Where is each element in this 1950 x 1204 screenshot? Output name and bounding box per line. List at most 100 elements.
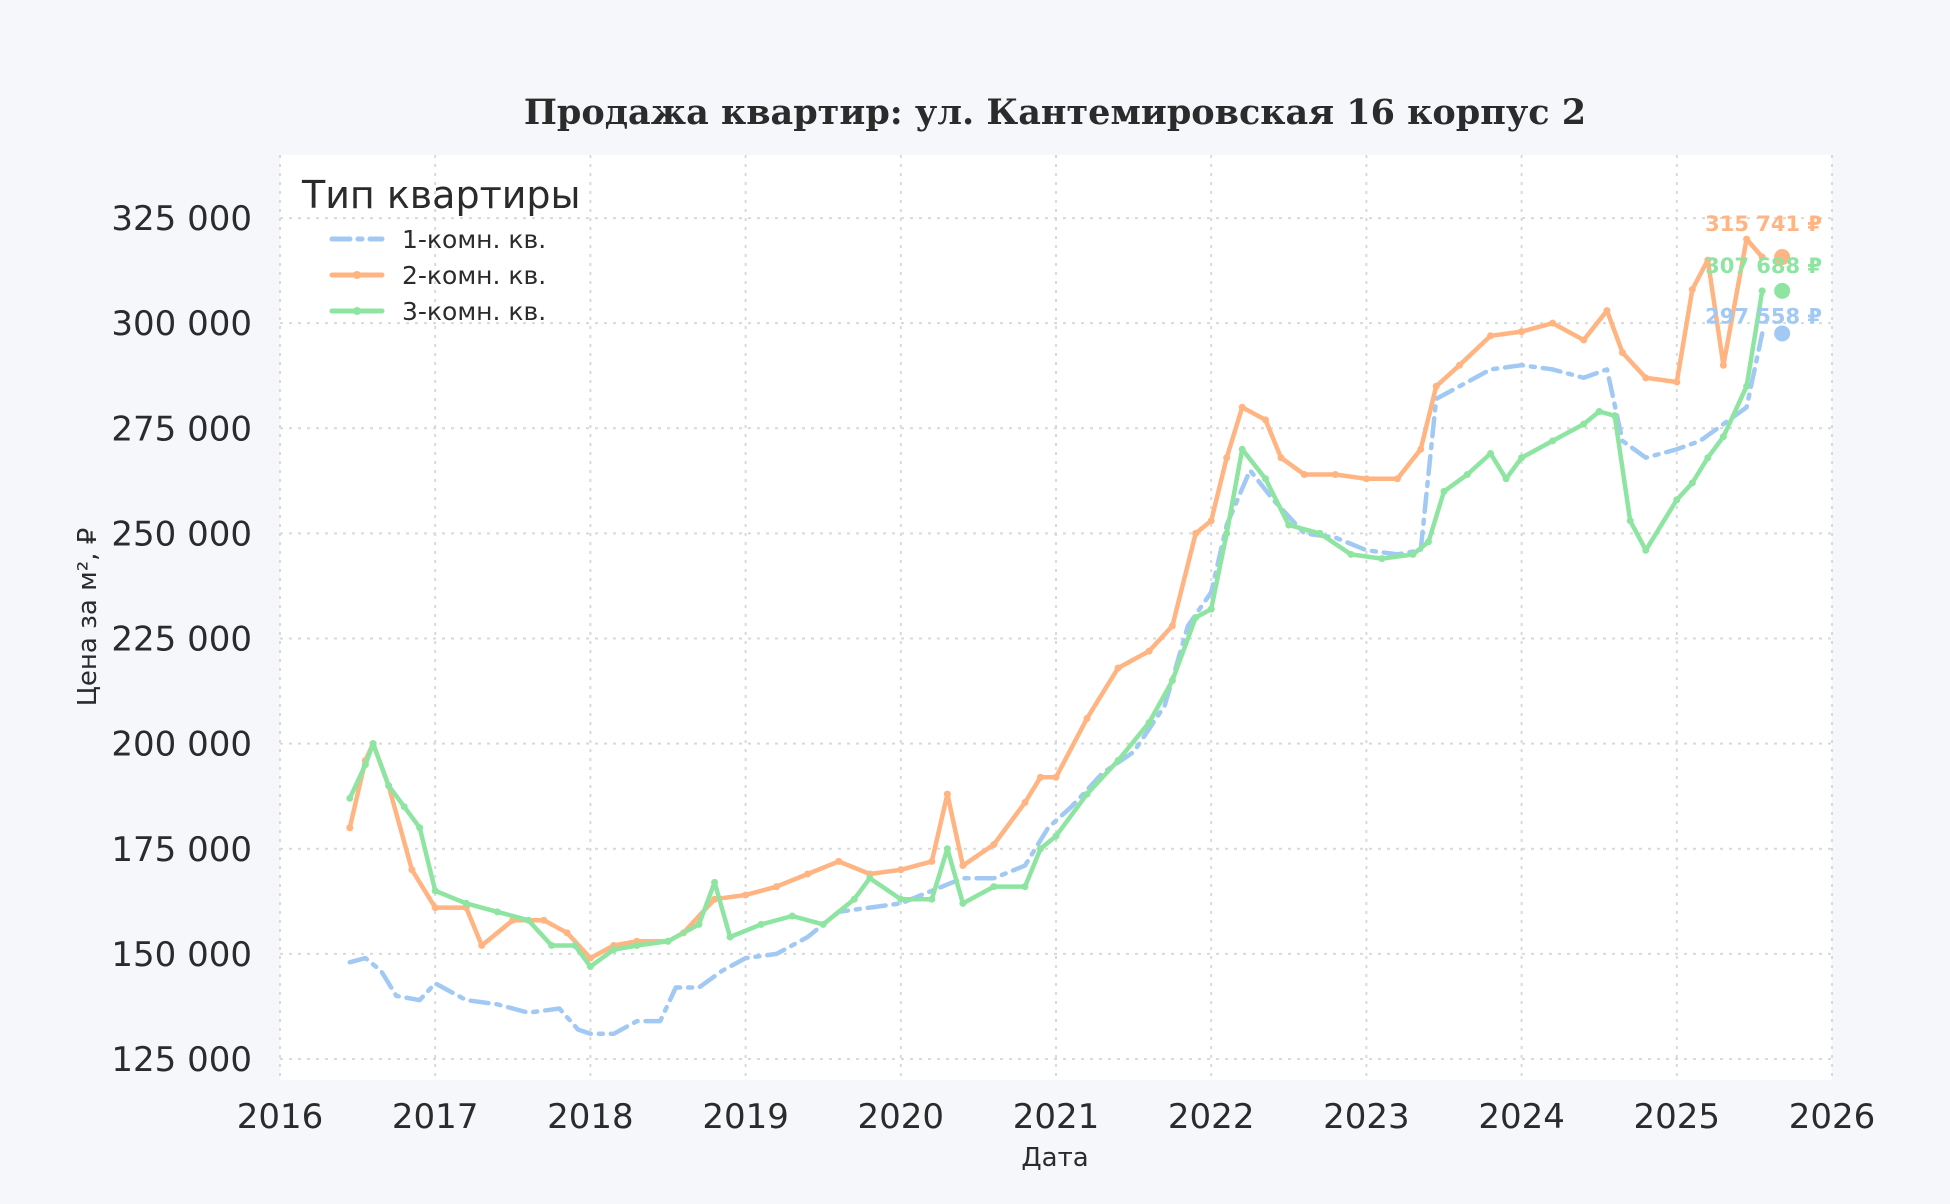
- data-point: [563, 929, 571, 937]
- data-point: [1518, 328, 1526, 336]
- x-tick-label: 2018: [547, 1097, 634, 1137]
- data-point: [1262, 475, 1270, 483]
- series-2: [346, 235, 1766, 962]
- data-point: [1424, 538, 1432, 546]
- data-point: [540, 916, 548, 924]
- data-point: [1704, 454, 1712, 462]
- data-point: [959, 899, 967, 907]
- data-point: [1487, 450, 1495, 458]
- legend-marker: [353, 271, 361, 279]
- data-point: [431, 887, 439, 895]
- data-point: [478, 941, 486, 949]
- legend-label: 2-комн. кв.: [402, 261, 546, 290]
- y-axis-ticks: 125 000 150 000 175 000 200 000 225 000 250 0…: [111, 199, 252, 1080]
- y-tick-label: 275 000: [111, 409, 252, 449]
- data-point: [804, 870, 812, 878]
- data-point: [416, 824, 424, 832]
- endpoint-label: 297 558 ₽: [1705, 304, 1822, 328]
- data-point: [711, 878, 719, 886]
- data-point: [943, 845, 951, 853]
- x-tick-label: 2016: [237, 1097, 324, 1137]
- data-point: [1378, 555, 1386, 563]
- endpoint-layer: 297 558 ₽ 315 741 ₽ 307 688 ₽: [1705, 212, 1822, 344]
- x-tick-label: 2025: [1634, 1097, 1721, 1137]
- data-point: [1021, 799, 1029, 806]
- x-tick-label: 2019: [702, 1097, 789, 1137]
- x-tick-label: 2023: [1323, 1097, 1410, 1137]
- endpoint-marker: [1772, 246, 1793, 267]
- y-tick-label: 225 000: [111, 620, 252, 660]
- data-point: [1145, 647, 1153, 655]
- legend-items: 1-комн. кв. 2-комн. кв. 3-комн. кв.: [329, 225, 546, 326]
- plot-area: [280, 155, 1832, 1080]
- data-point: [1743, 382, 1751, 390]
- data-point: [431, 904, 439, 912]
- x-tick-label: 2020: [858, 1097, 945, 1137]
- data-point: [742, 891, 750, 899]
- data-point: [586, 962, 594, 970]
- data-point: [1021, 883, 1029, 891]
- data-point: [1083, 714, 1091, 722]
- data-point: [726, 933, 734, 941]
- data-point: [1549, 437, 1557, 445]
- data-point: [850, 895, 858, 903]
- data-point: [548, 941, 556, 949]
- x-axis-ticks: 2016 2017 2018 2019 2020 2021 2022 2023 2024 2025…: [237, 1097, 1876, 1137]
- data-point: [1688, 286, 1696, 294]
- x-axis-label: Дата: [1021, 1143, 1088, 1173]
- grid: [279, 155, 1833, 1080]
- data-point: [571, 941, 579, 949]
- data-point: [1168, 622, 1176, 630]
- data-point: [1300, 471, 1308, 479]
- data-point: [1409, 550, 1417, 558]
- data-point: [1052, 832, 1060, 840]
- data-point: [773, 883, 781, 891]
- data-point: [1347, 550, 1355, 558]
- data-point: [1393, 475, 1401, 483]
- data-point: [462, 899, 470, 907]
- data-point: [1238, 445, 1246, 453]
- data-point: [385, 782, 393, 790]
- data-point: [1207, 517, 1215, 525]
- data-point: [1758, 287, 1766, 295]
- legend-marker: [353, 307, 361, 315]
- data-point: [959, 862, 967, 870]
- data-point: [610, 946, 618, 954]
- data-point: [928, 895, 936, 903]
- data-point: [361, 761, 369, 769]
- data-point: [1580, 420, 1588, 428]
- data-point: [1145, 719, 1153, 727]
- data-point: [1580, 336, 1588, 344]
- series-line: [347, 288, 1765, 969]
- data-point: [990, 841, 998, 849]
- data-point: [346, 824, 354, 832]
- y-tick-label: 175 000: [111, 830, 252, 870]
- data-point: [1688, 479, 1696, 487]
- data-point: [788, 912, 796, 920]
- data-point: [1603, 307, 1611, 315]
- y-axis-label: Цена за м², ₽: [73, 528, 103, 707]
- data-point: [524, 916, 532, 924]
- data-point: [897, 866, 905, 874]
- data-point: [408, 866, 416, 874]
- data-point: [1052, 773, 1060, 781]
- data-point: [1207, 605, 1215, 613]
- data-point: [1331, 471, 1339, 479]
- data-point: [866, 874, 874, 882]
- data-point: [1743, 235, 1751, 243]
- endpoint-label: 307 688 ₽: [1705, 254, 1822, 278]
- legend: Тип квартиры 1-комн. кв. 2-комн. кв. 3-ком…: [301, 173, 581, 326]
- chart-title: Продажа квартир: ул. Кантемировская 16 к…: [524, 92, 1586, 133]
- endpoint-label: 315 741 ₽: [1705, 212, 1822, 236]
- data-point: [1704, 256, 1712, 264]
- data-point: [1083, 790, 1091, 798]
- data-point: [1223, 454, 1231, 462]
- y-tick-label: 250 000: [111, 514, 252, 554]
- data-point: [1223, 529, 1231, 537]
- data-point: [1673, 496, 1681, 504]
- x-tick-label: 2022: [1168, 1097, 1255, 1137]
- data-point: [1626, 517, 1634, 525]
- data-point: [493, 908, 501, 916]
- data-point: [1456, 361, 1464, 369]
